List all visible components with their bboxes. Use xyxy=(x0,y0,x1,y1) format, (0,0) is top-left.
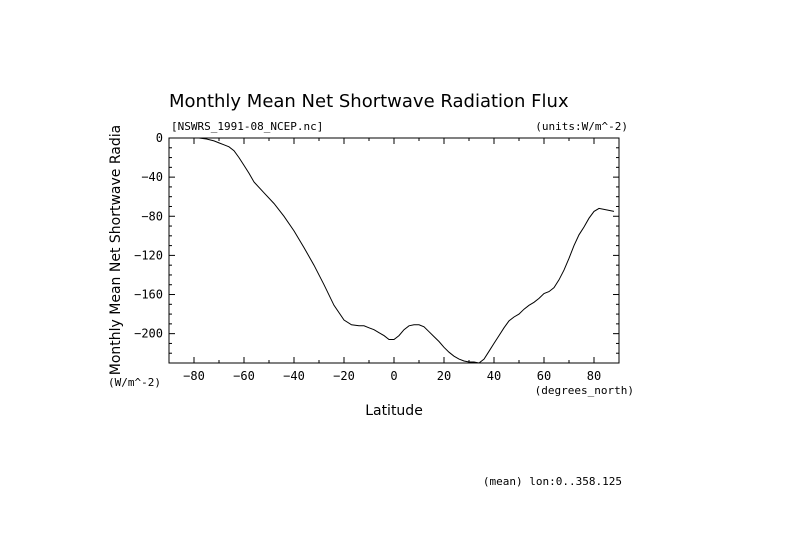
y-tick-label: −80 xyxy=(141,209,163,223)
plot-frame xyxy=(168,137,620,364)
x-tick-label: 60 xyxy=(537,369,551,383)
y-axis-units: (W/m^-2) xyxy=(108,376,161,389)
x-tick-label: −40 xyxy=(283,369,305,383)
x-tick-label: 80 xyxy=(587,369,601,383)
units-note: (units:W/m^-2) xyxy=(535,120,628,133)
x-axis xyxy=(168,138,620,363)
y-tick-label: −160 xyxy=(134,288,163,302)
x-tick-label: −60 xyxy=(233,369,255,383)
y-tick-labels: 0 −40 −80 −120 −160 −200 xyxy=(134,131,163,341)
y-tick-label: −120 xyxy=(134,248,163,262)
y-tick-label: 0 xyxy=(156,131,163,145)
file-label: [NSWRS_1991-08_NCEP.nc] xyxy=(171,120,323,133)
x-tick-label: −20 xyxy=(333,369,355,383)
x-tick-label: 0 xyxy=(390,369,397,383)
series-line xyxy=(198,137,615,364)
x-tick-labels: −80 −60 −40 −20 0 20 40 60 80 xyxy=(183,369,601,383)
y-axis-title: Monthly Mean Net Shortwave Radia xyxy=(108,125,124,375)
y-tick-label: −40 xyxy=(141,170,163,184)
x-tick-label: 20 xyxy=(437,369,451,383)
footnote: (mean) lon:0..358.125 xyxy=(483,475,622,488)
y-axis xyxy=(169,137,619,364)
x-tick-label: −80 xyxy=(183,369,205,383)
x-tick-label: 40 xyxy=(487,369,501,383)
x-axis-units: (degrees_north) xyxy=(535,384,634,397)
chart-title: Monthly Mean Net Shortwave Radiation Flu… xyxy=(169,91,569,112)
y-tick-label: −200 xyxy=(134,327,163,341)
x-axis-title: Latitude xyxy=(365,403,423,419)
